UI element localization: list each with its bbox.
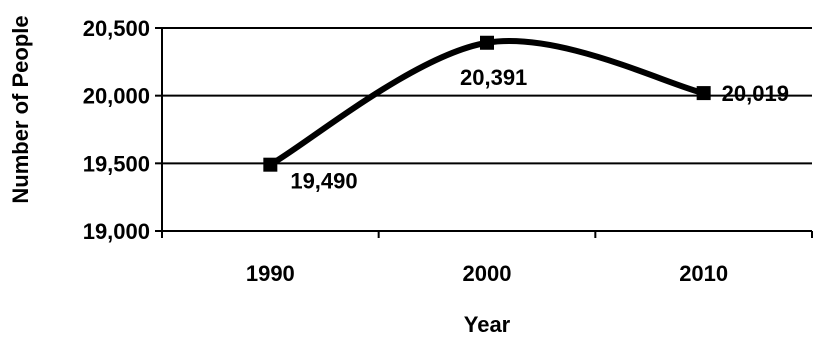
y-axis-title: Number of People <box>8 15 33 203</box>
x-tick-label: 2000 <box>463 261 512 286</box>
y-tick-label: 19,500 <box>83 151 150 176</box>
series-line <box>267 38 707 168</box>
data-markers <box>263 35 711 172</box>
x-tick-label: 1990 <box>246 261 295 286</box>
data-labels: 19,490 20,391 20,019 <box>290 65 789 194</box>
data-label: 19,490 <box>290 169 357 194</box>
data-point-marker <box>263 157 278 172</box>
y-tick-label: 20,500 <box>83 16 150 41</box>
y-tick-label: 20,000 <box>83 84 150 109</box>
data-point-marker <box>696 86 711 101</box>
x-axis-title: Year <box>464 312 511 337</box>
x-tick-label: 2010 <box>679 261 728 286</box>
y-tick-label: 19,000 <box>83 219 150 244</box>
y-axis-ticks: 19,000 19,500 20,000 20,500 <box>83 16 162 244</box>
x-axis-ticks: 1990 2000 2010 <box>161 231 813 286</box>
data-point-marker <box>480 35 494 50</box>
data-label: 20,019 <box>722 81 789 106</box>
data-label: 20,391 <box>460 65 527 90</box>
